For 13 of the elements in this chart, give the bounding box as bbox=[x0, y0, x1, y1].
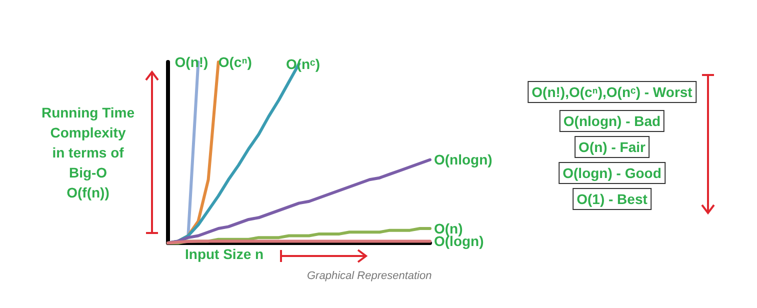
series-label: O(n!) bbox=[174, 54, 208, 70]
series-label: O(n) bbox=[434, 220, 463, 237]
text: Graphical Representation bbox=[307, 270, 432, 282]
series-label: O(nlogn) bbox=[434, 152, 492, 168]
text: O(logn) - Good bbox=[558, 162, 666, 184]
y-axis-title: Running Time Complexity in terms of Big-O O(f(n)) bbox=[41, 104, 135, 200]
text: O(1) - Best bbox=[572, 188, 652, 210]
series-label: O(cⁿ) bbox=[218, 54, 252, 70]
x-axis-title: Input Size n bbox=[185, 246, 264, 262]
text: O(n) - Fair bbox=[574, 136, 650, 158]
text: O(nlogn) - Bad bbox=[559, 110, 665, 132]
series-label: O(nᶜ) bbox=[286, 56, 320, 72]
text: O(n!),O(cⁿ),O(nᶜ) - Worst bbox=[528, 81, 696, 103]
